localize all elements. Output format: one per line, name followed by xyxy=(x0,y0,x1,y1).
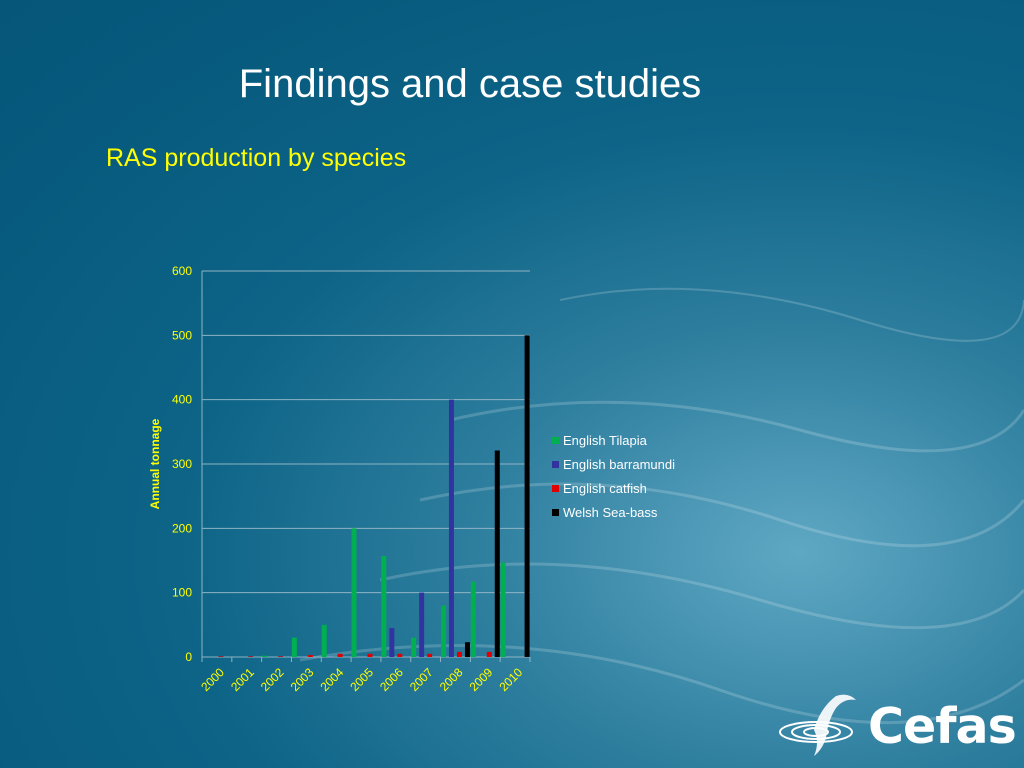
x-tick-label: 2008 xyxy=(437,665,466,694)
slide-subtitle: RAS production by species xyxy=(106,144,407,172)
bar-english-catfish xyxy=(456,651,462,657)
y-axis-label: Annual tonnage xyxy=(148,418,162,509)
bar-english-catfish xyxy=(486,651,492,657)
bar-english-barramundi xyxy=(389,628,395,657)
x-tick-label: 2000 xyxy=(198,665,227,694)
y-tick-label: 0 xyxy=(185,650,192,664)
x-tick-label: 2001 xyxy=(228,665,257,694)
legend-entry: English barramundi xyxy=(563,457,675,472)
cefas-logo-text: Cefas xyxy=(868,698,1017,755)
bar-english-tilapia xyxy=(321,624,327,657)
bar-english-tilapia xyxy=(470,581,476,657)
y-tick-label: 100 xyxy=(172,586,192,600)
y-tick-label: 500 xyxy=(172,328,192,342)
bar-english-catfish xyxy=(427,653,433,657)
bar-english-catfish xyxy=(248,656,254,657)
bar-welsh-sea-bass xyxy=(494,450,500,657)
x-tick-label: 2005 xyxy=(347,665,376,694)
y-tick-label: 600 xyxy=(172,264,192,278)
bar-english-barramundi xyxy=(419,592,425,657)
bar-english-catfish xyxy=(367,653,373,657)
cefas-logo-icon xyxy=(779,694,856,756)
legend-swatch xyxy=(552,461,559,468)
x-tick-label: 2009 xyxy=(467,665,496,694)
x-tick-label: 2010 xyxy=(496,665,525,694)
x-tick-label: 2004 xyxy=(318,665,347,694)
bar-english-catfish xyxy=(337,653,343,657)
bar-english-catfish xyxy=(397,653,403,657)
bar-english-tilapia xyxy=(351,528,357,657)
legend-swatch xyxy=(552,485,559,492)
legend-entry: English Tilapia xyxy=(563,433,648,448)
bar-english-catfish xyxy=(218,656,224,657)
legend-entry: Welsh Sea-bass xyxy=(563,505,658,520)
y-tick-label: 300 xyxy=(172,457,192,471)
x-tick-label: 2002 xyxy=(258,665,287,694)
bar-english-barramundi xyxy=(448,399,454,657)
x-tick-label: 2003 xyxy=(288,665,317,694)
bar-english-catfish xyxy=(307,655,313,657)
bar-english-tilapia xyxy=(500,562,506,657)
legend-swatch xyxy=(552,437,559,444)
x-tick-label: 2006 xyxy=(377,665,406,694)
x-tick-label: 2007 xyxy=(407,665,436,694)
bar-english-tilapia xyxy=(291,637,297,657)
y-tick-label: 200 xyxy=(172,521,192,535)
bar-english-tilapia xyxy=(381,555,387,657)
bar-welsh-sea-bass xyxy=(464,642,470,657)
bar-english-tilapia xyxy=(440,605,446,657)
slide-title: Findings and case studies xyxy=(238,62,702,106)
legend-entry: English catfish xyxy=(563,481,647,496)
bar-english-tilapia xyxy=(262,655,268,657)
bar-welsh-sea-bass xyxy=(524,335,530,657)
legend-swatch xyxy=(552,509,559,516)
bar-english-tilapia xyxy=(411,637,417,657)
y-tick-label: 400 xyxy=(172,393,192,407)
bar-english-catfish xyxy=(278,656,284,657)
